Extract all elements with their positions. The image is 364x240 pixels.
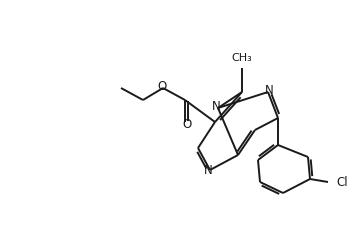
Text: CH₃: CH₃ [232,53,252,63]
Text: O: O [157,80,167,94]
Text: O: O [182,118,191,131]
Text: N: N [211,101,220,114]
Text: N: N [203,163,212,176]
Text: N: N [265,84,273,97]
Text: Cl: Cl [336,175,348,188]
